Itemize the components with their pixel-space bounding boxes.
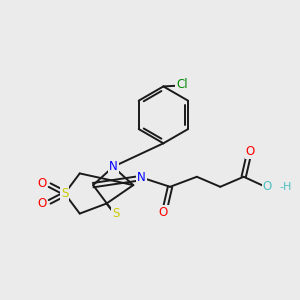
Text: N: N [109,160,118,173]
Text: Cl: Cl [176,78,188,91]
Text: O: O [159,206,168,219]
Text: O: O [246,145,255,158]
Text: O: O [37,197,46,210]
Text: -H: -H [280,182,292,192]
Text: O: O [37,177,46,190]
Text: O: O [262,180,272,193]
Text: S: S [112,207,119,220]
Text: S: S [61,187,68,200]
Text: N: N [137,171,146,184]
